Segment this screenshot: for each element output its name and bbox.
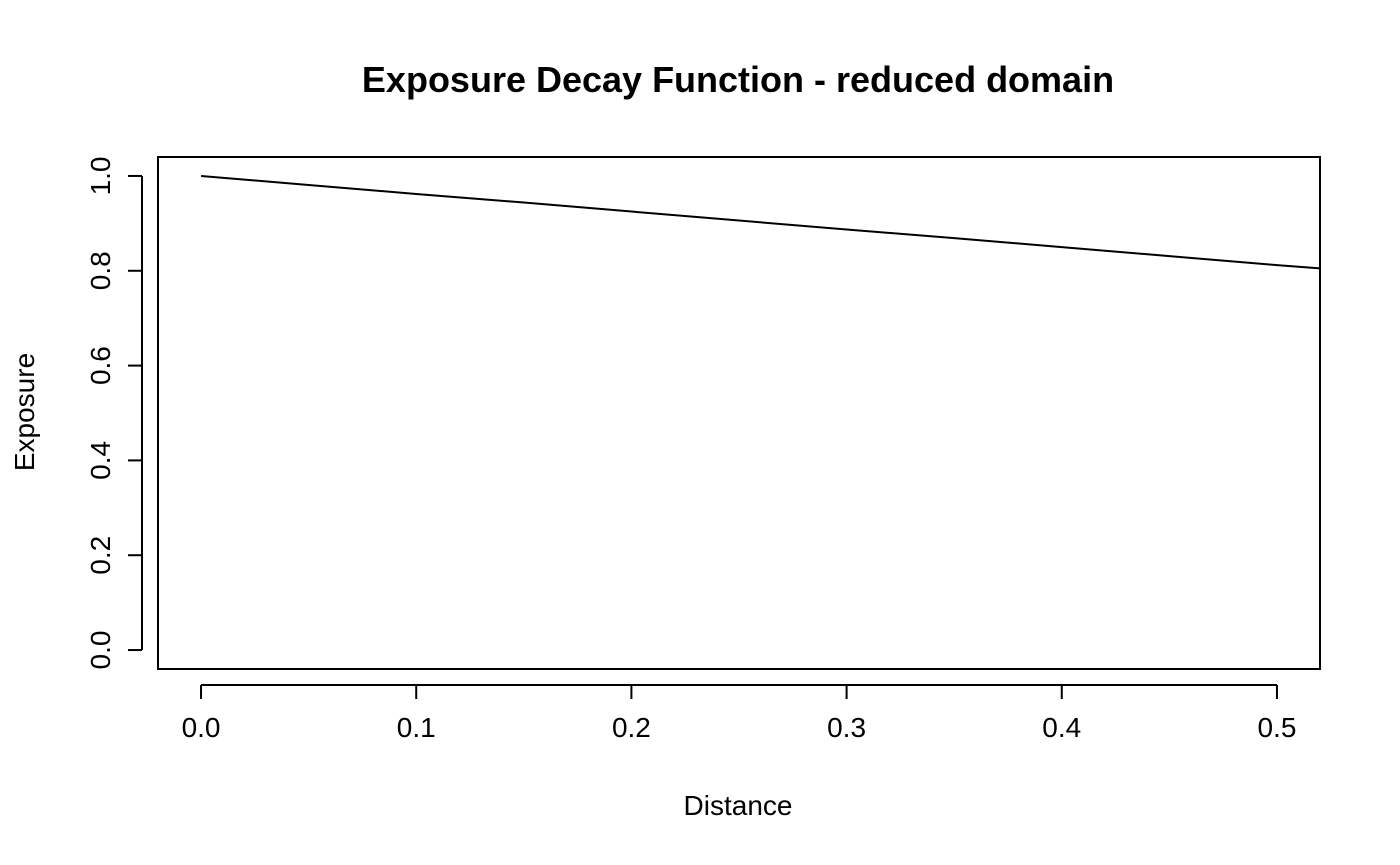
chart-title: Exposure Decay Function - reduced domain (362, 59, 1114, 100)
x-tick-label: 0.1 (397, 712, 436, 743)
x-tick-label: 0.5 (1257, 712, 1296, 743)
x-tick-label: 0.2 (612, 712, 651, 743)
y-tick-label: 0.4 (85, 441, 116, 480)
y-axis-label: Exposure (9, 353, 40, 471)
series-line (200, 174, 1321, 270)
y-tick-label: 0.8 (85, 251, 116, 290)
x-axis-label: Distance (684, 790, 793, 821)
x-tick-label: 0.4 (1042, 712, 1081, 743)
y-tick-label: 0.0 (85, 631, 116, 670)
plot-frame (157, 156, 1321, 670)
y-tick-label: 0.2 (85, 536, 116, 575)
x-tick-label: 0.0 (182, 712, 221, 743)
y-tick-label: 1.0 (85, 156, 116, 195)
plot-area: 0.0 0.1 0.2 0.3 0.4 0.5 0.0 0.2 0.4 0.6 0.8 1.0 (85, 156, 1321, 743)
y-tick-label: 0.6 (85, 346, 116, 385)
x-tick-label: 0.3 (827, 712, 866, 743)
